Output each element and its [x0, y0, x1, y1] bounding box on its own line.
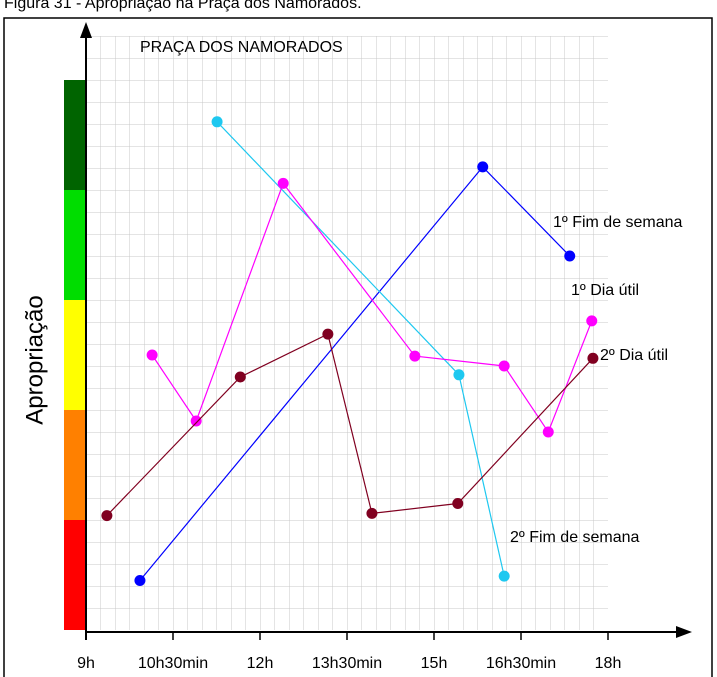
point	[587, 352, 599, 364]
point	[409, 350, 421, 362]
point	[498, 570, 510, 582]
x-tick-label: 12h	[247, 655, 274, 672]
level-band	[64, 300, 86, 410]
point	[542, 426, 554, 438]
level-band	[64, 520, 86, 630]
x-tick-label: 9h	[77, 655, 95, 672]
level-band	[64, 80, 86, 190]
x-tick-label: 16h30min	[486, 655, 556, 672]
series-label: 2º Fim de semana	[510, 529, 640, 546]
series-label: 1º Dia útil	[571, 282, 639, 299]
x-tick-label: 13h30min	[312, 655, 382, 672]
frame	[3, 17, 713, 677]
x-tick-label: 10h30min	[138, 655, 208, 672]
point	[453, 369, 465, 381]
series-label: 2º Dia útil	[600, 347, 668, 364]
caption: Figura 31 - Apropriação na Praça dos Nam…	[4, 0, 362, 12]
x-arrow	[676, 626, 692, 638]
point	[146, 349, 158, 361]
series-line	[106, 333, 594, 517]
chart-title: PRAÇA DOS NAMORADOS	[140, 39, 343, 56]
level-band	[64, 190, 86, 300]
point	[322, 328, 334, 340]
x-tick-label: 15h	[421, 655, 448, 672]
point	[452, 498, 464, 509]
series-label: 1º Fim de semana	[553, 214, 683, 231]
point	[277, 177, 289, 189]
point	[564, 250, 576, 262]
point	[477, 161, 489, 173]
x-tick-label: 18h	[595, 655, 622, 672]
level-band	[64, 410, 86, 520]
grid	[86, 36, 608, 630]
point	[211, 116, 223, 128]
point	[498, 360, 510, 372]
y-arrow	[80, 22, 92, 38]
point	[586, 315, 598, 327]
point	[190, 415, 202, 427]
point	[234, 371, 246, 383]
point	[134, 575, 146, 586]
point	[366, 507, 378, 519]
y-axis-label: Apropriação	[21, 295, 48, 424]
point	[101, 510, 113, 522]
